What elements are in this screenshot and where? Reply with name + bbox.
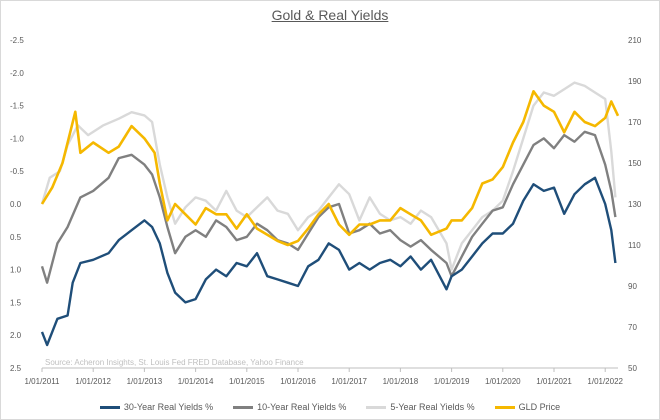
- left-tick-label: 0.0: [10, 200, 22, 209]
- x-tick-label: 1/01/2012: [75, 377, 111, 386]
- legend-item: 10-Year Real Yields %: [233, 400, 346, 414]
- series-line-10-year-real-yields: [40, 130, 617, 284]
- legend-item: 30-Year Real Yields %: [99, 400, 214, 414]
- x-tick-label: 1/01/2013: [127, 377, 163, 386]
- x-tick-label: 1/01/2020: [485, 377, 521, 386]
- right-tick-label: 110: [628, 241, 641, 250]
- x-tick-label: 1/01/2016: [280, 377, 316, 386]
- right-tick-label: 170: [628, 118, 642, 127]
- x-tick-label: 1/01/2017: [331, 377, 367, 386]
- legend-label: GLD Price: [518, 402, 561, 412]
- left-tick-label: 0.5: [10, 233, 22, 242]
- series-line-gld-price: [40, 90, 620, 247]
- left-tick-label: -1.5: [10, 102, 24, 111]
- left-tick-label: 1.0: [10, 266, 22, 275]
- x-axis-ticks: 1/01/2011 1/01/2012 1/01/2013 1/01/2014 1/01…: [25, 368, 624, 386]
- x-tick-label: 1/01/2021: [536, 377, 572, 386]
- left-tick-label: -0.5: [10, 167, 24, 176]
- left-axis-ticks: -2.5 -2.0 -1.5 -1.0 -0.5 0.0 0.5 1.0 1.5 2.0 2.5: [10, 36, 24, 373]
- series-layer: [40, 81, 620, 347]
- x-tick-label: 1/01/2011: [25, 377, 61, 386]
- right-tick-label: 90: [628, 282, 637, 291]
- x-tick-label: 1/01/2018: [383, 377, 419, 386]
- right-tick-label: 130: [628, 200, 642, 209]
- legend-swatch: [99, 405, 120, 409]
- right-tick-label: 190: [628, 77, 642, 86]
- legend-label: 30-Year Real Yields %: [123, 402, 214, 412]
- chart-legend: 30-Year Real Yields % 10-Year Real Yields…: [0, 400, 660, 414]
- x-tick-label: 1/01/2019: [434, 377, 470, 386]
- legend-label: 10-Year Real Yields %: [257, 402, 347, 412]
- right-tick-label: 210: [628, 36, 642, 45]
- left-tick-label: 2.5: [10, 364, 22, 373]
- right-tick-label: 150: [628, 159, 642, 168]
- legend-item: GLD Price: [494, 400, 561, 414]
- legend-item: 5-Year Real Yields %: [366, 400, 475, 414]
- legend-swatch: [494, 405, 515, 409]
- x-tick-label: 1/01/2022: [587, 377, 623, 386]
- legend-swatch: [366, 405, 387, 409]
- left-tick-label: -2.5: [10, 36, 24, 45]
- chart-title: Gold & Real Yields: [271, 7, 389, 23]
- right-tick-label: 50: [628, 364, 637, 373]
- right-axis-ticks: 210 190 170 150 130 110 90 70 50: [628, 36, 642, 373]
- series-line-30-year-real-yields: [40, 176, 617, 347]
- left-tick-label: -2.0: [10, 69, 24, 78]
- x-tick-label: 1/01/2015: [229, 377, 265, 386]
- left-tick-label: 1.5: [10, 298, 22, 307]
- legend-label: 5-Year Real Yields %: [390, 402, 475, 412]
- left-tick-label: -1.0: [10, 134, 24, 143]
- legend-swatch: [233, 405, 254, 409]
- x-tick-label: 1/01/2014: [178, 377, 214, 386]
- source-note: Source: Acheron Insights, St. Louis Fed …: [45, 358, 304, 367]
- right-tick-label: 70: [628, 323, 637, 332]
- series-line-5-year-real-yields: [40, 81, 617, 271]
- left-tick-label: 2.0: [10, 331, 22, 340]
